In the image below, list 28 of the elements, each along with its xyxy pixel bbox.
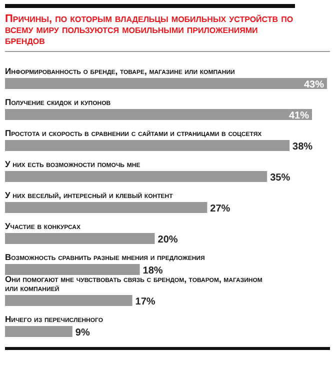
bar xyxy=(5,171,268,182)
y-tick-label: Участие в конкурсах xyxy=(5,221,80,231)
y-tick-label: Информированность о бренде, товаре, магазине или компании xyxy=(5,66,235,76)
bar xyxy=(5,295,132,306)
y-tick-label: Получение скидок и купонов xyxy=(5,97,112,107)
bar xyxy=(5,202,208,213)
chart-title: Причины, по которым владельцы мобильных устройств по всему миру пользуются мобильными приложениями брендов xyxy=(5,4,295,47)
y-tick-label: Простота и скорость в сравнении с сайтами и страницами в соцсетях xyxy=(5,128,262,138)
data-label: 38% xyxy=(292,142,313,152)
data-label: 43% xyxy=(304,80,324,90)
data-label: 41% xyxy=(289,110,310,122)
y-tick-label: У них веселый, интересный и клевый контент xyxy=(5,190,174,200)
bar xyxy=(5,78,327,89)
data-label: 9% xyxy=(75,328,90,338)
y-tick-label: Возможность сравнить разные мнения и предложения xyxy=(5,252,205,262)
data-label: 18% xyxy=(142,266,163,276)
data-label: 27% xyxy=(210,204,230,214)
bar xyxy=(5,233,155,244)
data-label: 20% xyxy=(158,234,178,246)
data-label: 17% xyxy=(135,296,156,308)
y-tick-label: Они помогают мне чувствовать связь с брендом, товаром, магазином или компанией xyxy=(5,274,262,293)
data-label: 35% xyxy=(270,172,290,184)
y-tick-label: Ничего из перечисленного xyxy=(5,314,104,324)
bar xyxy=(5,109,312,120)
bar xyxy=(5,326,72,337)
bar xyxy=(5,140,290,151)
bar xyxy=(5,264,140,275)
y-tick-label: У них есть возможности помочь мне xyxy=(5,159,140,169)
